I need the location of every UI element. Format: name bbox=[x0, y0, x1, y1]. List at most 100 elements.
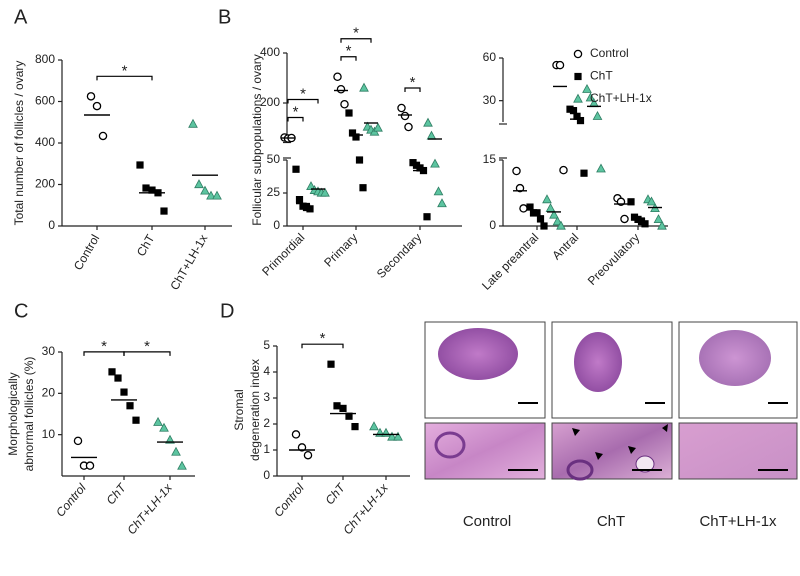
y-tick-label: 3 bbox=[263, 390, 270, 404]
data-point bbox=[339, 404, 347, 412]
arrowhead bbox=[595, 452, 603, 460]
data-point bbox=[359, 82, 369, 92]
x-tick-label: Preovulatory bbox=[585, 230, 643, 288]
data-point bbox=[540, 222, 548, 230]
x-tick-label: Late preantral bbox=[479, 230, 541, 292]
data-point bbox=[556, 220, 566, 230]
data-point bbox=[292, 165, 300, 173]
panel-letter: C bbox=[14, 300, 28, 322]
data-point bbox=[627, 198, 635, 206]
image-label: ChT+LH-1x bbox=[699, 513, 777, 530]
arrowhead bbox=[572, 428, 580, 436]
data-point bbox=[345, 412, 353, 420]
data-point bbox=[306, 205, 314, 213]
significance-bracket bbox=[287, 98, 319, 104]
x-tick-label: Antral bbox=[549, 230, 581, 262]
data-point bbox=[120, 388, 128, 396]
y-tick-label: 800 bbox=[35, 52, 55, 66]
data-point bbox=[592, 110, 603, 120]
y-tick-label: 400 bbox=[260, 45, 280, 59]
y-tick-label: 0 bbox=[263, 468, 270, 482]
data-point bbox=[555, 60, 565, 70]
data-point bbox=[387, 431, 397, 441]
data-point bbox=[423, 213, 431, 221]
data-point bbox=[573, 112, 581, 120]
data-point bbox=[132, 416, 140, 424]
data-point bbox=[576, 116, 585, 125]
data-point bbox=[549, 209, 559, 219]
y-tick-label: 60 bbox=[483, 50, 497, 64]
data-point bbox=[333, 402, 341, 410]
significance-label: * bbox=[122, 62, 128, 79]
data-point bbox=[653, 214, 664, 224]
data-point bbox=[188, 118, 198, 128]
data-point bbox=[423, 117, 433, 127]
data-point bbox=[327, 360, 335, 368]
data-point bbox=[426, 130, 437, 140]
y-tick-label: 30 bbox=[483, 93, 497, 107]
histology: Control ChT ChT+LH-1x bbox=[424, 321, 798, 530]
data-point bbox=[194, 179, 204, 189]
data-point bbox=[345, 109, 353, 117]
data-point bbox=[641, 220, 649, 228]
y-tick-label: 50 bbox=[267, 152, 281, 166]
y-tick-label: 5 bbox=[263, 338, 270, 352]
data-point bbox=[369, 421, 379, 431]
significance-label: * bbox=[144, 338, 150, 355]
data-point bbox=[336, 85, 346, 94]
significance-bracket bbox=[404, 87, 421, 92]
panel-letter: B bbox=[218, 6, 231, 28]
panel-letter: D bbox=[220, 300, 234, 322]
data-point bbox=[212, 190, 222, 200]
data-point bbox=[92, 101, 102, 111]
significance-bracket bbox=[123, 351, 171, 356]
y-tick-label: 0 bbox=[489, 218, 496, 232]
x-tick-label: Control bbox=[53, 481, 89, 520]
y-tick-label: 2 bbox=[263, 416, 270, 430]
legend-marker bbox=[573, 93, 583, 103]
data-point bbox=[359, 184, 367, 192]
x-tick-label: ChT bbox=[134, 232, 158, 259]
data-point bbox=[303, 450, 313, 460]
x-tick-label: ChT bbox=[103, 480, 129, 508]
data-point bbox=[352, 133, 360, 141]
data-point bbox=[114, 374, 122, 382]
image-label: ChT bbox=[597, 513, 625, 530]
data-point bbox=[171, 446, 181, 456]
data-point bbox=[657, 220, 667, 230]
data-point bbox=[348, 129, 357, 137]
data-point bbox=[582, 83, 592, 93]
ovary bbox=[574, 332, 622, 392]
significance-bracket bbox=[340, 56, 357, 61]
follicle bbox=[566, 459, 594, 481]
data-point bbox=[177, 460, 187, 470]
legend-marker bbox=[573, 49, 583, 59]
y-tick-label: 600 bbox=[35, 94, 55, 108]
follicle bbox=[434, 431, 466, 459]
data-point bbox=[542, 194, 552, 204]
y-tick-label: 10 bbox=[42, 427, 56, 441]
y-tick-label: 20 bbox=[42, 386, 56, 400]
data-point bbox=[351, 423, 359, 431]
data-point bbox=[569, 107, 578, 115]
data-point bbox=[355, 156, 364, 164]
data-point bbox=[512, 166, 521, 176]
ovary bbox=[699, 330, 771, 386]
data-point bbox=[85, 461, 95, 470]
x-tick-label: Secondary bbox=[374, 230, 424, 280]
significance-label: * bbox=[353, 25, 359, 42]
significance-label: * bbox=[320, 330, 326, 347]
y-axis-label: Total number of follicles / ovary bbox=[12, 61, 26, 226]
data-point bbox=[646, 196, 657, 206]
data-point bbox=[291, 430, 301, 439]
image-label: Control bbox=[463, 513, 511, 530]
significance-label: * bbox=[293, 103, 299, 120]
significance-label: * bbox=[101, 338, 107, 355]
panel-letter: A bbox=[14, 6, 28, 28]
data-point bbox=[136, 161, 144, 169]
data-point bbox=[545, 203, 556, 213]
data-point bbox=[430, 158, 440, 168]
x-tick-label: Primary bbox=[321, 230, 360, 269]
data-point bbox=[526, 203, 534, 211]
